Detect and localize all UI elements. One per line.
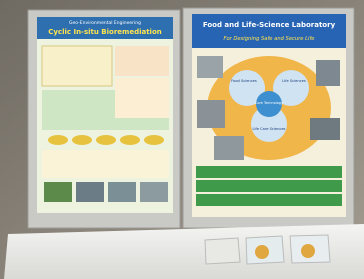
photo	[140, 182, 168, 202]
poster-title: Cyclic In-situ Bioremediation	[48, 28, 162, 36]
photo	[76, 182, 104, 202]
photo	[310, 118, 340, 140]
diagram-label: Life Sciences	[282, 79, 306, 83]
scene: Geo-Environmental Engineering Cyclic In-…	[0, 0, 364, 279]
page: Geo-Environmental Engineering Cyclic In-…	[0, 0, 364, 279]
poster-header	[192, 14, 346, 48]
diagram-label: Life Care Sciences	[253, 127, 286, 131]
poster-subtitle: For Designing Safe and Secure Life	[223, 36, 314, 42]
panel	[115, 46, 169, 76]
photo	[108, 182, 136, 202]
poster-header-text: Geo-Environmental Engineering	[69, 20, 141, 26]
panel	[115, 78, 169, 118]
panel	[42, 150, 169, 178]
photo	[316, 60, 340, 86]
band	[196, 194, 342, 206]
diagram-label: Core Technology	[255, 101, 283, 105]
brochure-graphic	[301, 244, 315, 258]
brochure-graphic	[255, 245, 269, 259]
band	[196, 166, 342, 178]
photo	[197, 100, 225, 128]
diagram-label: Food Sciences	[231, 79, 257, 83]
photo	[214, 136, 244, 160]
poster-title: Food and Life-Science Laboratory	[203, 21, 336, 29]
photo	[44, 182, 72, 202]
photo	[197, 56, 223, 78]
brochure	[205, 238, 240, 264]
panel	[42, 46, 112, 86]
band	[196, 180, 342, 192]
